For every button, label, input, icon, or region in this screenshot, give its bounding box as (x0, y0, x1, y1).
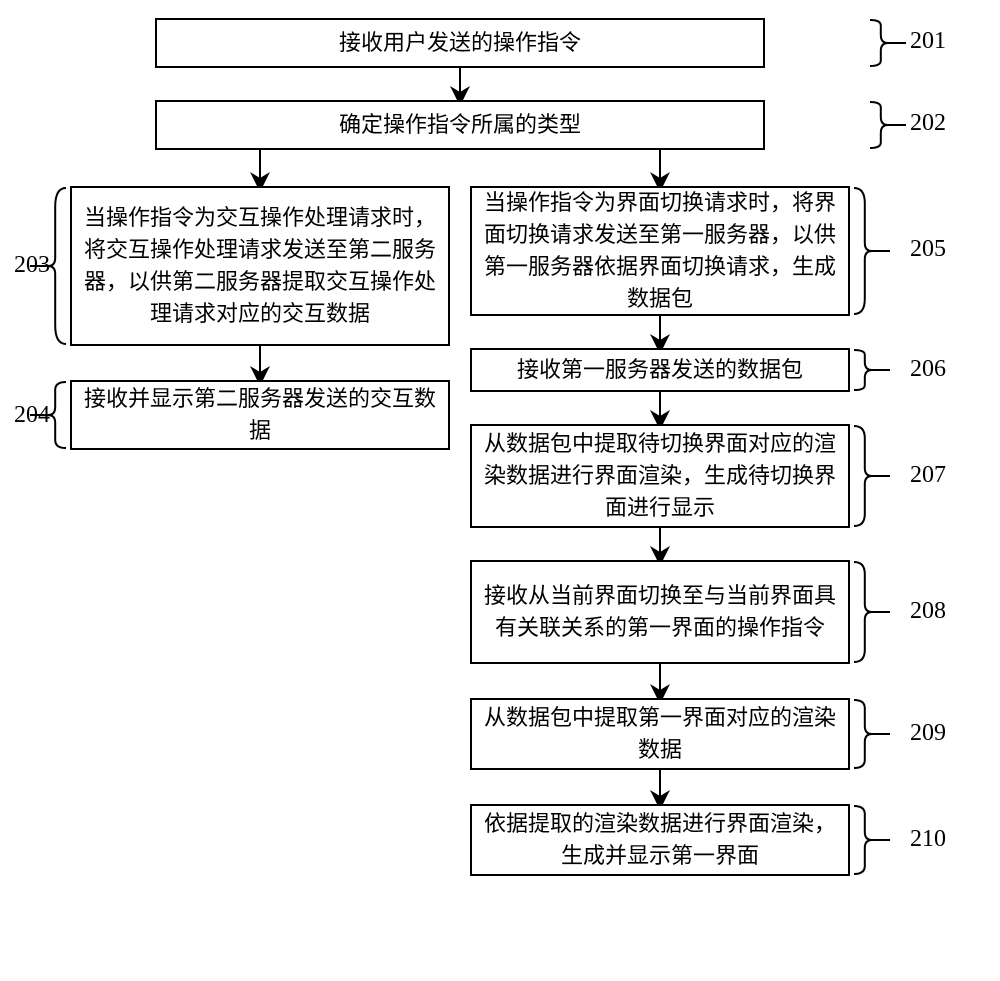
brace-icon (48, 382, 68, 448)
step-206-box: 接收第一服务器发送的数据包 (470, 348, 850, 392)
step-206-label: 206 (910, 356, 946, 383)
brace-icon (854, 350, 874, 390)
step-207-label: 207 (910, 462, 946, 489)
brace-icon (854, 426, 874, 526)
step-209-box: 从数据包中提取第一界面对应的渲染数据 (470, 698, 850, 770)
brace-icon (854, 700, 874, 768)
step-208-text: 接收从当前界面切换至与当前界面具有关联关系的第一界面的操作指令 (482, 580, 838, 644)
step-205-box: 当操作指令为界面切换请求时，将界面切换请求发送至第一服务器，以供第一服务器依据界… (470, 186, 850, 316)
brace-icon (870, 20, 890, 66)
step-201-box: 接收用户发送的操作指令 (155, 18, 765, 68)
brace-icon (854, 188, 874, 314)
step-202-label: 202 (910, 110, 946, 137)
step-204-text: 接收并显示第二服务器发送的交互数据 (82, 383, 438, 447)
brace-icon (854, 562, 874, 662)
brace-icon (854, 806, 874, 874)
step-210-text: 依据提取的渲染数据进行界面渲染，生成并显示第一界面 (482, 808, 838, 872)
step-210-box: 依据提取的渲染数据进行界面渲染，生成并显示第一界面 (470, 804, 850, 876)
step-201-text: 接收用户发送的操作指令 (339, 27, 581, 59)
brace-icon (48, 188, 68, 344)
step-207-text: 从数据包中提取待切换界面对应的渲染数据进行界面渲染，生成待切换界面进行显示 (482, 428, 838, 524)
step-203-box: 当操作指令为交互操作处理请求时，将交互操作处理请求发送至第二服务器，以供第二服务… (70, 186, 450, 346)
step-202-box: 确定操作指令所属的类型 (155, 100, 765, 150)
step-201-label: 201 (910, 28, 946, 55)
step-209-text: 从数据包中提取第一界面对应的渲染数据 (482, 702, 838, 766)
step-204-box: 接收并显示第二服务器发送的交互数据 (70, 380, 450, 450)
step-208-box: 接收从当前界面切换至与当前界面具有关联关系的第一界面的操作指令 (470, 560, 850, 664)
step-202-text: 确定操作指令所属的类型 (339, 109, 581, 141)
step-208-label: 208 (910, 598, 946, 625)
step-205-label: 205 (910, 236, 946, 263)
step-203-text: 当操作指令为交互操作处理请求时，将交互操作处理请求发送至第二服务器，以供第二服务… (82, 202, 438, 330)
flowchart-canvas: 接收用户发送的操作指令 确定操作指令所属的类型 当操作指令为交互操作处理请求时，… (0, 0, 1000, 981)
step-209-label: 209 (910, 720, 946, 747)
step-210-label: 210 (910, 826, 946, 853)
step-207-box: 从数据包中提取待切换界面对应的渲染数据进行界面渲染，生成待切换界面进行显示 (470, 424, 850, 528)
step-205-text: 当操作指令为界面切换请求时，将界面切换请求发送至第一服务器，以供第一服务器依据界… (482, 187, 838, 315)
brace-icon (870, 102, 890, 148)
step-206-text: 接收第一服务器发送的数据包 (517, 354, 803, 386)
